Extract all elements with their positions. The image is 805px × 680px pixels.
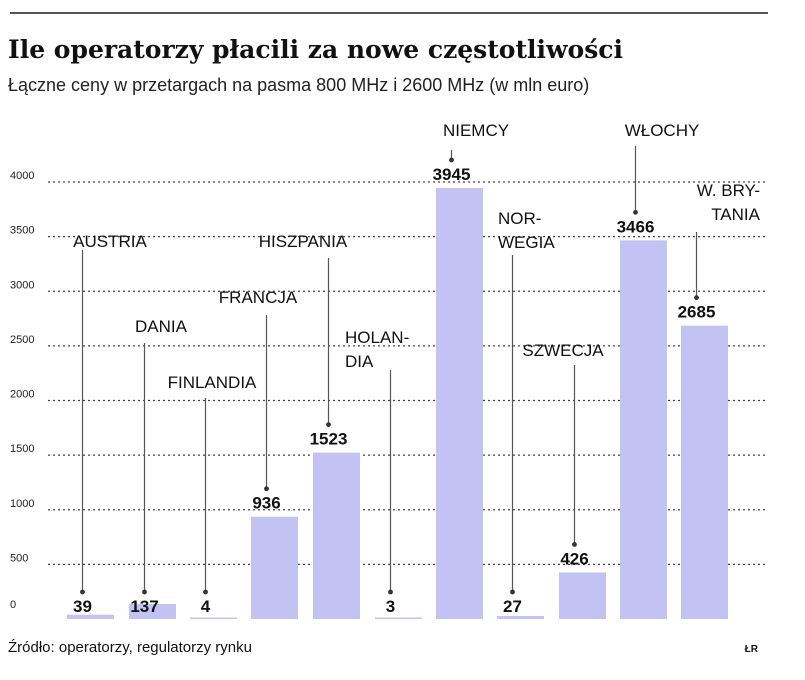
category-label: NOR- — [498, 209, 541, 228]
bar — [436, 188, 483, 620]
chart-title: Ile operatorzy płacili za nowe częstotli… — [8, 35, 623, 64]
bar — [620, 240, 667, 620]
leader-dot — [80, 589, 85, 595]
leader-dot — [694, 295, 699, 301]
value-label: 1523 — [310, 430, 348, 449]
chart-subtitle: Łączne ceny w przetargach na pasma 800 M… — [8, 75, 589, 95]
value-label: 27 — [503, 597, 522, 616]
y-tick-label: 3500 — [10, 225, 34, 237]
bar — [190, 617, 237, 619]
category-label: DANIA — [135, 317, 188, 336]
category-label: SZWECJA — [522, 341, 604, 360]
bar — [681, 325, 728, 619]
value-labels: 39 137 4 936 1523 3 3945 27 426 3466 2685 — [73, 165, 715, 616]
y-tick-label: 1500 — [10, 443, 34, 455]
bar — [375, 617, 422, 619]
leader-dot — [572, 542, 577, 547]
y-axis-ticks: 0 500 1000 1500 2000 2500 3000 3500 4000 — [10, 170, 34, 611]
bar — [251, 516, 298, 619]
y-tick-label: 2500 — [10, 334, 34, 346]
category-label: TANIA — [711, 205, 760, 224]
leader-dot — [388, 589, 393, 595]
bar — [67, 614, 114, 619]
source-note: Źródło: operatorzy, regulatorzy rynku — [8, 639, 252, 656]
category-label: FINLANDIA — [168, 373, 257, 392]
value-label: 3466 — [617, 217, 655, 236]
leader-dot — [633, 209, 638, 215]
value-label: 137 — [130, 597, 158, 616]
bar — [497, 616, 544, 619]
category-label: HISZPANIA — [259, 232, 348, 251]
value-label: 3945 — [433, 165, 471, 184]
category-label: W. BRY- — [697, 181, 760, 200]
category-label: AUSTRIA — [73, 232, 147, 251]
y-tick-label: 1000 — [10, 498, 34, 510]
category-label: HOLAN- — [345, 328, 409, 347]
value-label: 936 — [252, 494, 280, 513]
leader-lines — [80, 146, 699, 595]
y-tick-label: 2000 — [10, 389, 34, 401]
leader-dot — [142, 589, 147, 595]
bar — [313, 452, 360, 619]
category-label: FRANCJA — [219, 288, 298, 307]
value-label: 3 — [386, 597, 395, 616]
category-label: WŁOCHY — [625, 121, 700, 140]
y-tick-label: 0 — [10, 599, 16, 611]
leader-dot — [203, 589, 208, 595]
value-label: 426 — [560, 549, 588, 568]
leader-dot — [510, 589, 515, 595]
leader-dot — [264, 486, 269, 492]
y-tick-label: 4000 — [10, 170, 34, 182]
category-label: WEGIA — [498, 233, 555, 252]
bars — [67, 188, 728, 620]
value-label: 4 — [201, 597, 211, 616]
credit: ŁR — [745, 644, 759, 655]
bar — [129, 604, 176, 619]
y-tick-label: 3000 — [10, 279, 34, 291]
y-tick-label: 500 — [10, 552, 28, 564]
category-label: NIEMCY — [443, 121, 509, 140]
value-label: 2685 — [678, 303, 716, 322]
bar — [559, 572, 606, 619]
value-label: 39 — [73, 597, 92, 616]
category-labels: AUSTRIA DANIA FINLANDIA FRANCJA HISZPANIA HOL… — [73, 121, 760, 392]
leader-dot — [326, 422, 331, 428]
category-label: DIA — [345, 352, 374, 371]
leader-dot — [449, 157, 454, 163]
